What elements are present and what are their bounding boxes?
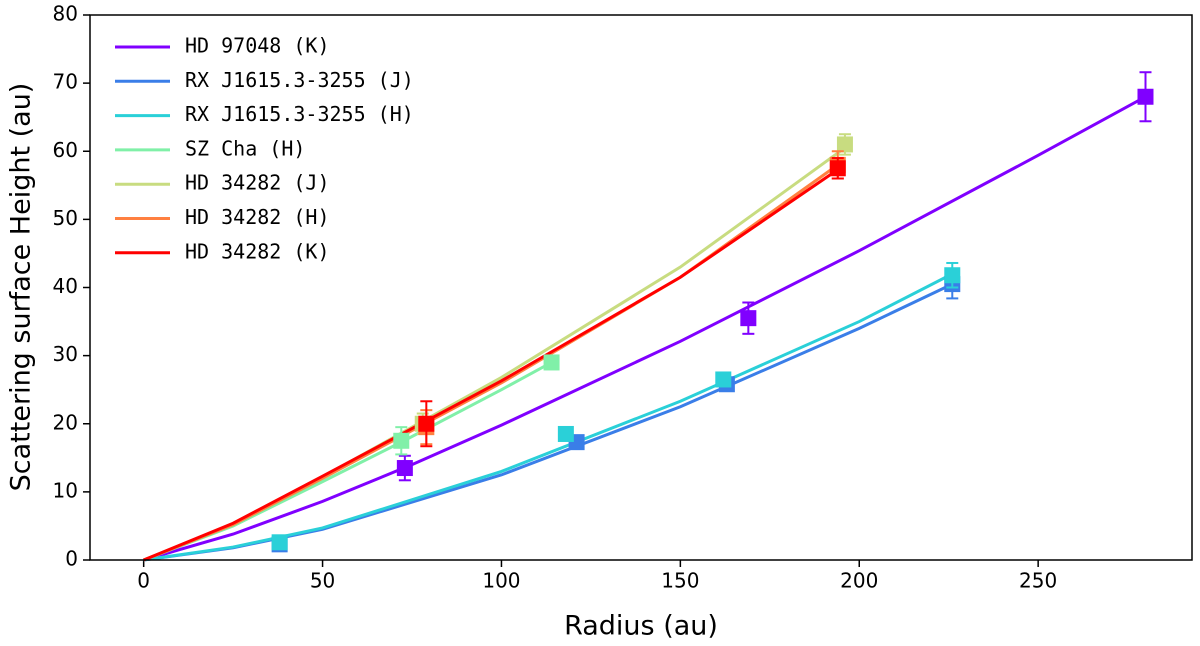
fit-line [143,272,953,562]
legend-label: HD 34282 (K) [185,239,330,263]
y-tick-label: 20 [53,410,78,434]
y-axis-label: Scattering surface Height (au) [6,83,37,492]
data-point [1137,71,1154,123]
legend-label: HD 34282 (J) [185,171,330,195]
x-tick-label: 250 [1019,569,1057,593]
y-tick-label: 40 [53,274,78,298]
x-axis-label: Radius (au) [564,611,718,642]
x-tick-label: 50 [310,569,335,593]
marker [557,425,574,442]
y-tick-label: 60 [53,138,78,162]
marker [1137,88,1154,105]
fit-line [143,95,1147,562]
legend-label: RX J1615.3-3255 (H) [185,102,414,126]
marker [418,415,435,432]
y-tick-label: 70 [53,70,78,94]
legend-label: SZ Cha (H) [185,136,305,160]
legend-label: RX J1615.3-3255 (J) [185,68,414,92]
marker [271,534,288,551]
marker [715,371,732,388]
x-tick-label: 100 [482,569,520,593]
data-point [396,454,413,482]
marker [944,267,961,284]
data-point [829,157,846,180]
fit-line [143,282,953,562]
data-point [543,354,560,371]
data-point [557,425,574,442]
data-point [715,371,732,388]
marker [396,460,413,477]
plot-frame [89,14,1193,561]
x-tick-label: 150 [661,569,699,593]
marker [393,432,410,449]
data-point [418,400,435,448]
fit-line [143,168,839,562]
data-point [944,261,961,289]
legend-label: HD 34282 (H) [185,205,330,229]
y-tick-label: 30 [53,342,78,366]
legend-label: HD 97048 (K) [185,34,330,58]
y-tick-label: 10 [53,478,78,502]
x-tick-label: 200 [840,569,878,593]
data-point [836,133,853,156]
data-point [271,534,288,551]
marker [836,136,853,153]
data-point [740,301,757,335]
marker [829,160,846,177]
marker [543,354,560,371]
data-point [393,426,410,456]
y-tick-label: 80 [53,2,78,26]
y-tick-label: 50 [53,206,78,230]
x-tick-label: 0 [137,569,150,593]
y-tick-label: 0 [65,547,78,571]
marker [740,310,757,327]
